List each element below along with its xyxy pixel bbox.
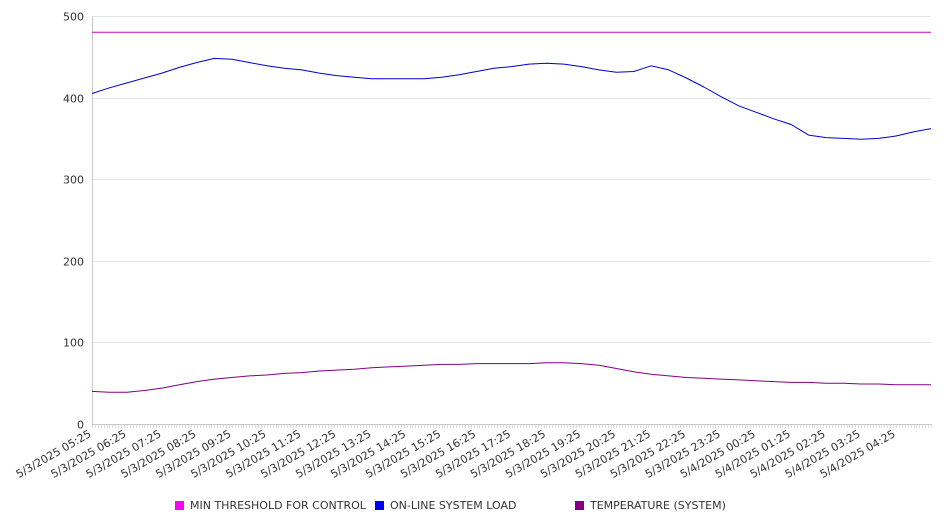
series-line-system-load: [91, 57, 932, 140]
y-tick-label: 400: [63, 93, 84, 106]
legend-swatch-temperature: [575, 500, 584, 510]
legend-item-system-load[interactable]: ON-LINE SYSTEM LOAD: [375, 497, 516, 513]
legend-label-temperature: TEMPERATURE (SYSTEM): [590, 498, 726, 512]
y-tick-label: 300: [63, 174, 84, 187]
legend-item-min-threshold[interactable]: MIN THRESHOLD FOR CONTROL: [175, 497, 366, 513]
y-tick-label: 500: [63, 11, 84, 24]
legend-swatch-min-threshold: [175, 500, 184, 510]
y-tick-label: 0: [77, 419, 84, 432]
x-axis-ticks: 5/3/2025 05:255/3/2025 06:255/3/2025 07:…: [14, 427, 898, 481]
legend-label-system-load: ON-LINE SYSTEM LOAD: [390, 498, 517, 512]
y-tick-label: 200: [63, 256, 84, 269]
legend-label-min-threshold: MIN THRESHOLD FOR CONTROL: [190, 498, 366, 512]
axes: [92, 16, 932, 428]
y-tick-label: 100: [63, 337, 84, 350]
series-lines: [91, 31, 932, 393]
legend-item-temperature[interactable]: TEMPERATURE (SYSTEM): [575, 497, 726, 513]
series-line-temperature: [91, 362, 931, 393]
legend: MIN THRESHOLD FOR CONTROL ON-LINE SYSTEM…: [0, 497, 946, 515]
y-axis-ticks: 0 100 200 300 400 500: [63, 11, 84, 432]
legend-swatch-system-load: [375, 500, 384, 510]
